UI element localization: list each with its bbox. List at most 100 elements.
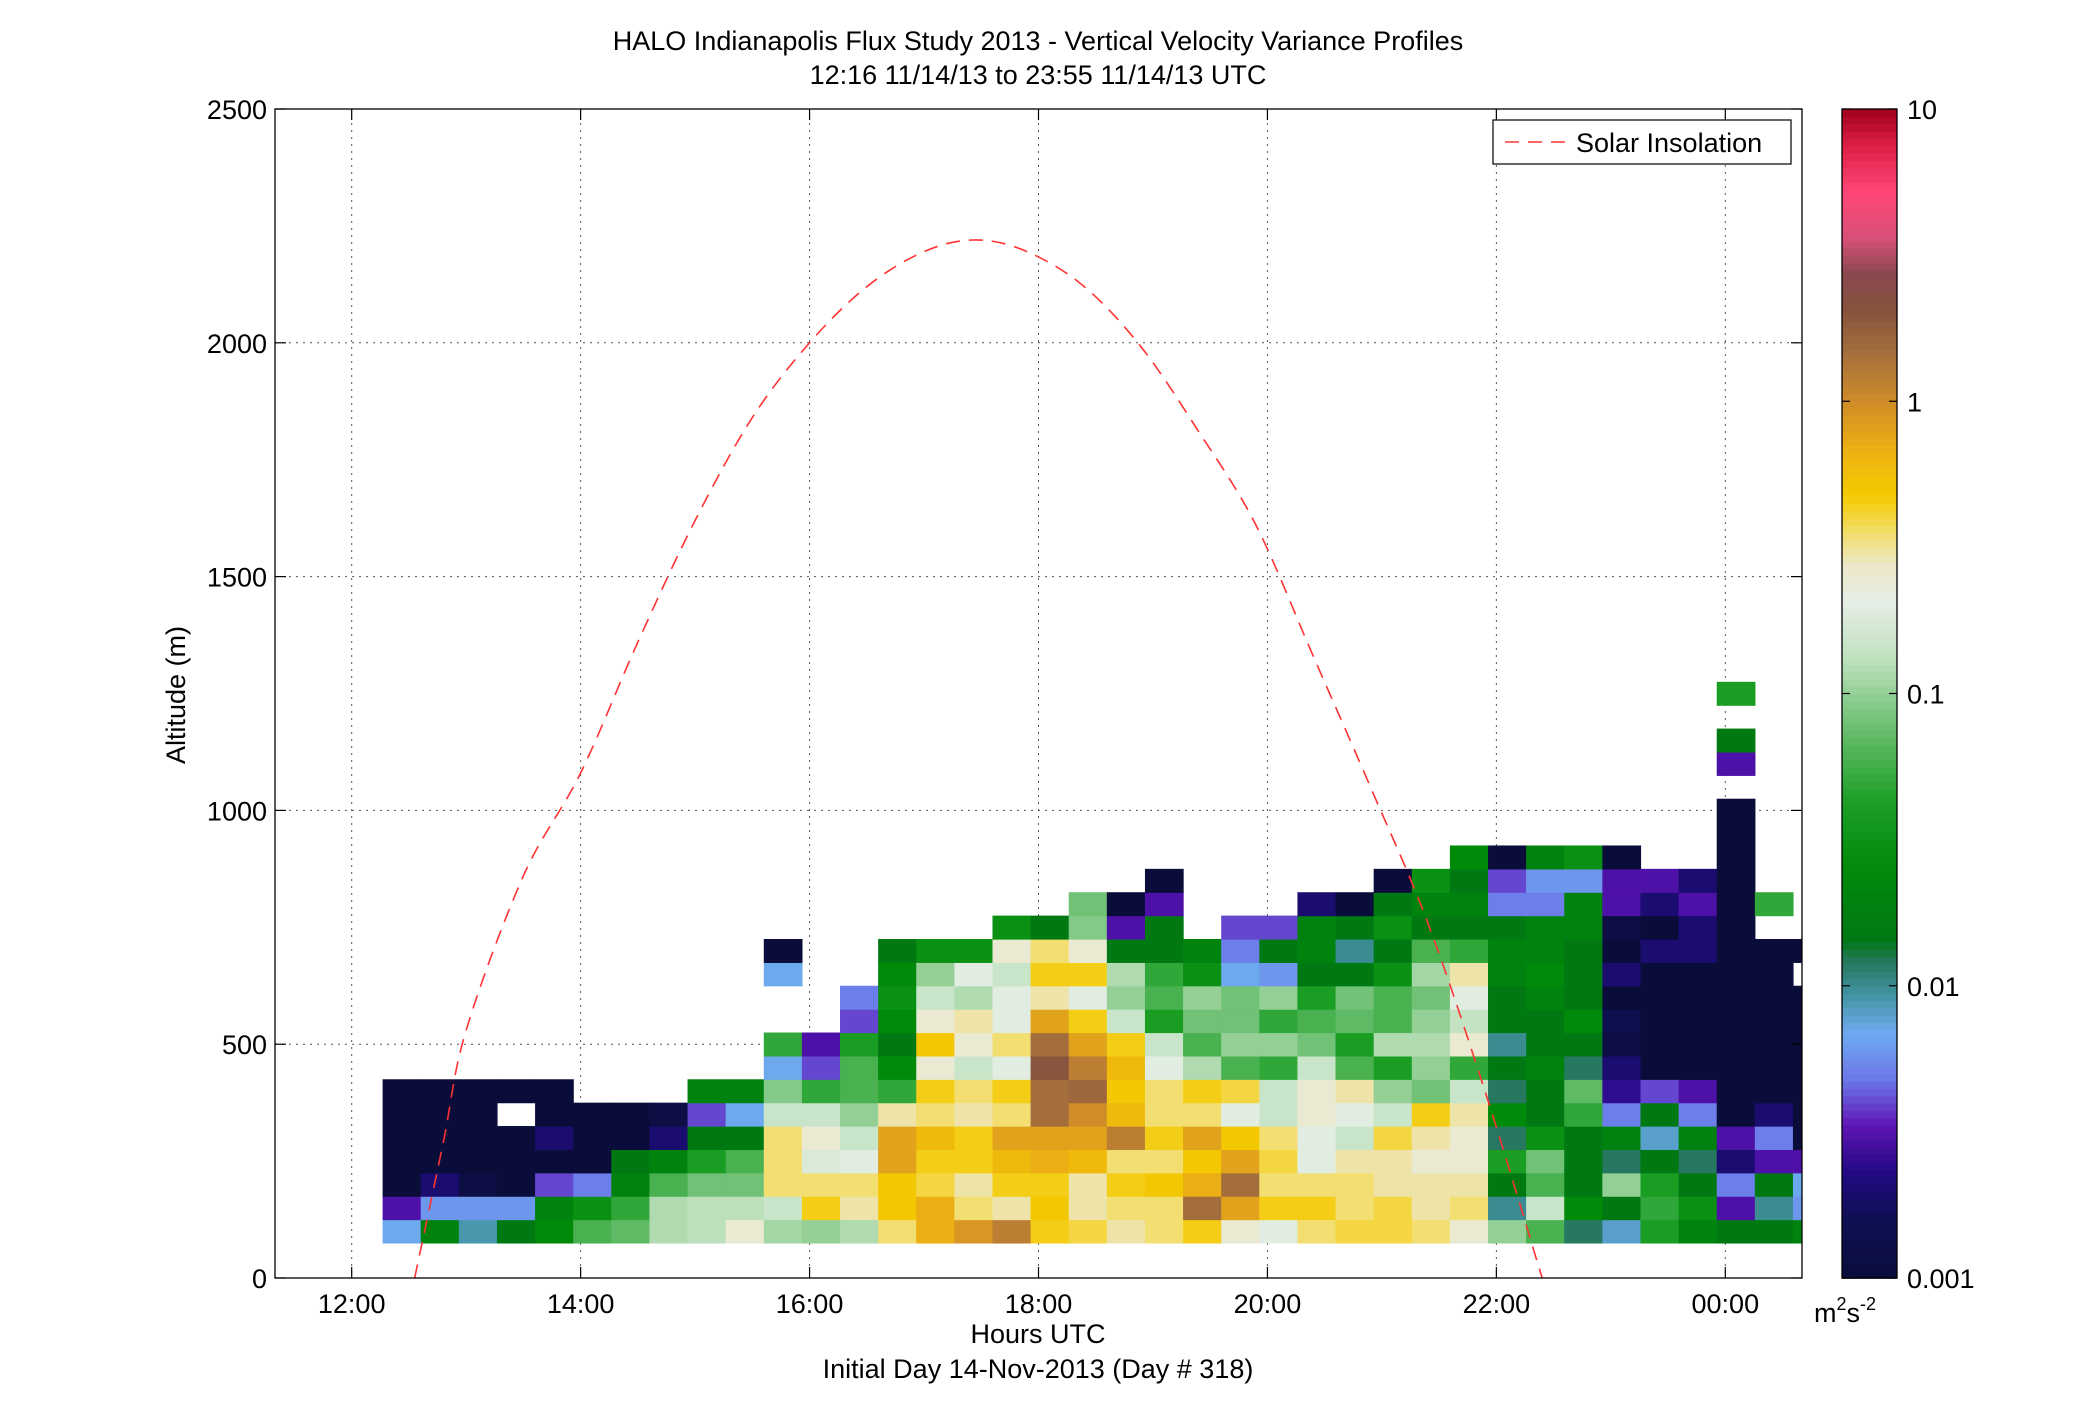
heatmap-cell — [1716, 728, 1756, 753]
colorbar-segment — [1842, 291, 1897, 300]
heatmap-cell — [1183, 1102, 1222, 1127]
legend-box — [1492, 119, 1792, 165]
colorbar-segment — [1842, 386, 1897, 395]
heatmap-cell — [1106, 892, 1146, 917]
colorbar-segment — [1842, 423, 1897, 432]
heatmap-cell — [1678, 1055, 1718, 1080]
heatmap-cell — [1068, 1219, 1108, 1244]
heatmap-cell — [1373, 1102, 1413, 1127]
y-tick-label: 2000 — [207, 329, 267, 359]
heatmap-cell — [420, 1219, 460, 1244]
colorbar-segment — [1842, 583, 1897, 593]
heatmap-cell — [382, 1219, 422, 1244]
colorbar-tick-label: 0.001 — [1907, 1264, 1975, 1294]
heatmap-cell — [1373, 868, 1413, 893]
colorbar-unit-base: m — [1814, 1298, 1837, 1328]
heatmap-cell — [1526, 985, 1565, 1010]
heatmap-cell — [1221, 1055, 1260, 1080]
heatmap-cell — [1144, 1149, 1184, 1174]
heatmap-cell — [954, 1032, 994, 1057]
heatmap-cell — [1297, 1055, 1337, 1080]
colorbar-segment — [1842, 883, 1897, 892]
colorbar-segment — [1842, 971, 1897, 980]
colorbar-segment — [1842, 167, 1897, 176]
heatmap-cell — [1602, 1149, 1642, 1174]
heatmap-cell — [1221, 1149, 1260, 1174]
heatmap-cell — [992, 1126, 1032, 1151]
heatmap-cell — [1640, 985, 1680, 1010]
colorbar-segment — [1842, 1146, 1897, 1155]
colorbar-segment — [1842, 1080, 1897, 1089]
heatmap-cell — [1488, 1009, 1527, 1034]
heatmap-cell — [916, 1126, 955, 1151]
heatmap-cell — [1297, 892, 1337, 917]
heatmap-cell — [878, 1055, 917, 1080]
heatmap-cell — [1183, 962, 1222, 987]
heatmap-cell — [1716, 1196, 1756, 1221]
heatmap-cell — [1411, 938, 1451, 963]
heatmap-cell — [1678, 1032, 1718, 1057]
heatmap-cell — [1259, 1196, 1299, 1221]
heatmap-cell — [916, 938, 955, 963]
heatmap-cell — [1526, 915, 1565, 940]
heatmap-cell — [1335, 915, 1375, 940]
colorbar-segment — [1842, 846, 1897, 856]
heatmap-cell — [1602, 892, 1642, 917]
heatmap-cell — [1678, 915, 1718, 940]
heatmap-cell — [1373, 1009, 1413, 1034]
colorbar-segment — [1842, 547, 1897, 556]
heatmap-cell — [1373, 938, 1413, 963]
heatmap-cell — [1373, 892, 1413, 917]
heatmap-cell — [1488, 1196, 1527, 1221]
heatmap-cell — [1221, 1172, 1260, 1197]
heatmap-cell — [535, 1149, 574, 1174]
heatmap-cell — [1564, 1126, 1603, 1151]
heatmap-cell — [1411, 1126, 1451, 1151]
heatmap-cell — [1488, 1126, 1527, 1151]
x-tick-label: 00:00 — [1692, 1289, 1760, 1319]
colorbar-segment — [1842, 109, 1897, 118]
colorbar-segment — [1842, 927, 1897, 936]
heatmap-cell — [1373, 1126, 1413, 1151]
heatmap-cell — [687, 1172, 727, 1197]
heatmap-cell — [1297, 1009, 1337, 1034]
heatmap-cell — [992, 1079, 1032, 1104]
heatmap-cell — [687, 1079, 727, 1104]
heatmap-cell — [1068, 1055, 1108, 1080]
colorbar-segment — [1842, 1270, 1897, 1279]
heatmap-cell — [1640, 1126, 1680, 1151]
heatmap-cell — [1335, 1196, 1375, 1221]
heatmap-cell — [573, 1102, 612, 1127]
heatmap-cell — [1373, 1196, 1413, 1221]
heatmap-cell — [916, 1032, 955, 1057]
heatmap-cell — [1640, 938, 1680, 963]
heatmap-cell — [1068, 1009, 1108, 1034]
heatmap-cell — [1030, 1032, 1070, 1057]
colorbar-segment — [1842, 737, 1897, 746]
colorbar-segment — [1842, 1051, 1897, 1060]
heatmap-cell — [840, 1032, 879, 1057]
heatmap-cell — [1754, 892, 1794, 917]
colorbar-segment — [1842, 759, 1897, 768]
colorbar-segment — [1842, 174, 1897, 183]
heatmap-cell — [1221, 985, 1260, 1010]
heatmap-cell — [1068, 938, 1108, 963]
heatmap-cell — [496, 1079, 536, 1104]
heatmap-cell — [1449, 915, 1489, 940]
heatmap-cell — [763, 1102, 803, 1127]
heatmap-cell — [1640, 1219, 1680, 1244]
heatmap-cell — [1221, 1126, 1260, 1151]
y-axis-label: Altitude (m) — [161, 626, 191, 764]
heatmap-cell — [420, 1172, 460, 1197]
colorbar-segment — [1842, 1007, 1897, 1016]
colorbar-segment — [1842, 598, 1897, 607]
heatmap-cell — [992, 1196, 1032, 1221]
heatmap-cell — [878, 1009, 917, 1034]
heatmap-cell — [1564, 1172, 1603, 1197]
heatmap-cell — [1411, 1009, 1451, 1034]
heatmap-cell — [840, 1196, 879, 1221]
heatmap-cell — [382, 1079, 422, 1104]
colorbar-segment — [1842, 912, 1897, 921]
heatmap-cell — [1792, 1196, 1802, 1221]
colorbar-segment — [1842, 708, 1897, 717]
